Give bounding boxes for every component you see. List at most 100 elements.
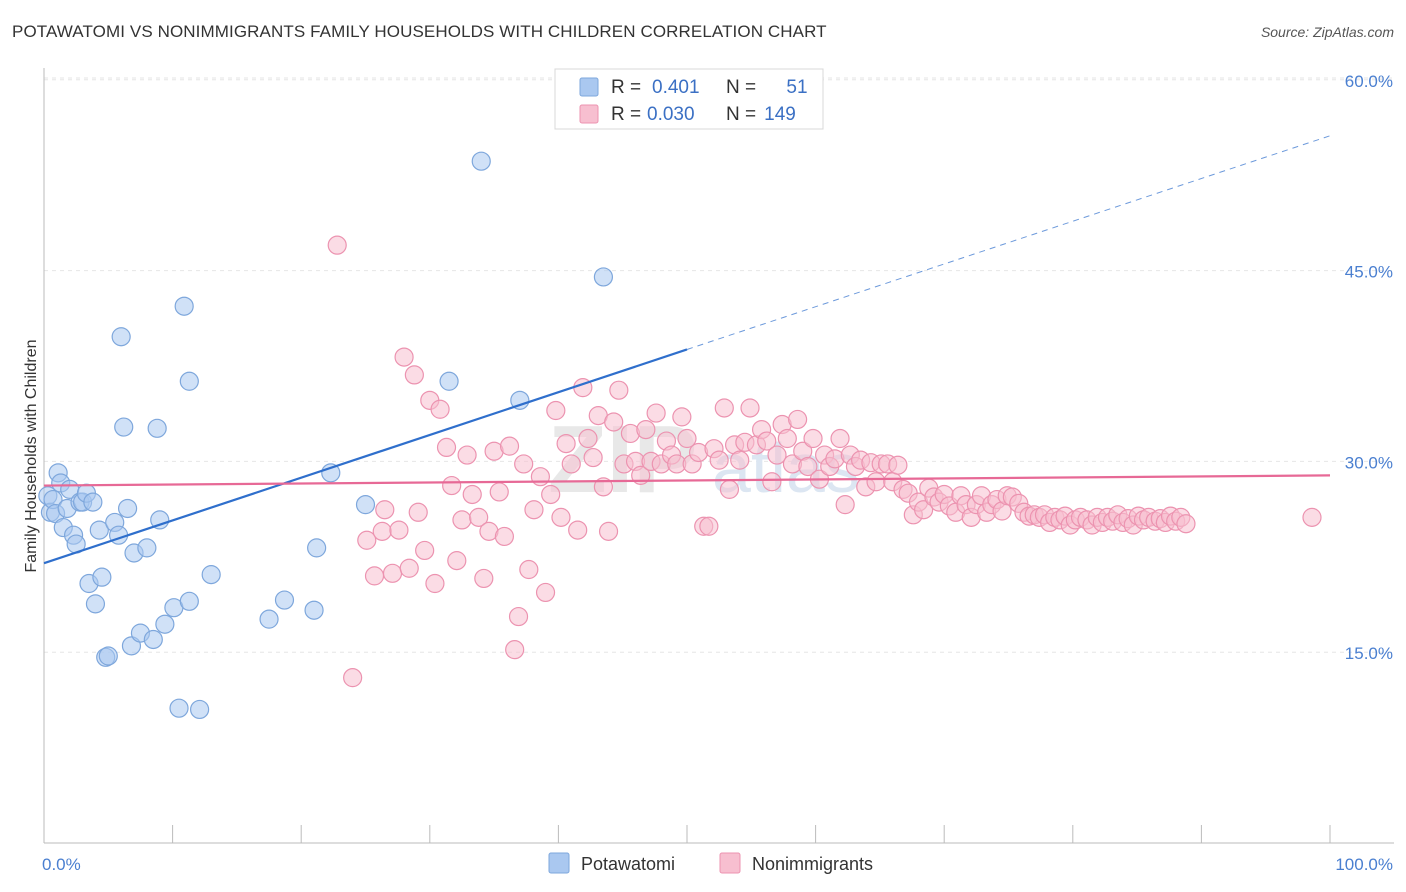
potawatomi-point-29 bbox=[137, 538, 157, 558]
nonimmigrants-point-34 bbox=[530, 467, 550, 487]
potawatomi-point-47 bbox=[439, 371, 459, 391]
nonimmigrants-point-31 bbox=[514, 454, 534, 474]
nonimmigrants-point-10 bbox=[404, 365, 424, 385]
source-credit: Source: ZipAtlas.com bbox=[1260, 24, 1394, 40]
nonimmigrants-point-33 bbox=[524, 500, 544, 520]
bottom-legend-swatch-nonimmigrants bbox=[719, 852, 741, 874]
nonimmigrants-point-12 bbox=[415, 540, 435, 561]
bottom-legend-swatch-potawatomi bbox=[548, 852, 570, 874]
nonimmigrants-point-85 bbox=[798, 456, 818, 477]
nonimmigrants-point-68 bbox=[709, 450, 729, 470]
legend-r-value-potawatomi: 0.401 bbox=[652, 77, 700, 98]
potawatomi-point-40 bbox=[201, 565, 221, 585]
nonimmigrants-point-15 bbox=[430, 399, 450, 419]
legend-r-label: R = bbox=[611, 77, 641, 98]
legend-swatch-nonimmigrants bbox=[579, 104, 599, 124]
y-axis-label: Family Households with Children bbox=[23, 340, 40, 573]
potawatomi-point-30 bbox=[143, 629, 163, 650]
nonimmigrants-point-70 bbox=[719, 479, 740, 499]
nonimmigrants-point-0 bbox=[327, 235, 347, 255]
nonimmigrants-point-48 bbox=[604, 412, 624, 432]
nonimmigrants-point-1 bbox=[343, 668, 363, 688]
potawatomi-point-24 bbox=[114, 417, 134, 437]
nonimmigrants-point-6 bbox=[382, 563, 403, 583]
grid-lines bbox=[44, 77, 1394, 653]
nonimmigrants-point-158 bbox=[1302, 507, 1322, 527]
nonimmigrants-point-32 bbox=[519, 559, 539, 580]
nonimmigrants-point-19 bbox=[452, 510, 472, 530]
nonimmigrants-point-91 bbox=[830, 428, 850, 449]
legend-r-value-nonimmigrants: 0.030 bbox=[647, 104, 695, 125]
potawatomi-point-25 bbox=[117, 498, 138, 519]
chart-title: POTAWATOMI VS NONIMMIGRANTS FAMILY HOUSE… bbox=[12, 22, 827, 41]
nonimmigrants-point-36 bbox=[541, 484, 561, 505]
y-tick-label-3: 60.0% bbox=[1345, 72, 1393, 91]
bottom-legend: Potawatomi Nonimmigrants bbox=[548, 852, 873, 874]
potawatomi-point-50 bbox=[593, 267, 614, 287]
nonimmigrants-point-77 bbox=[757, 431, 777, 451]
nonimmigrants-point-35 bbox=[535, 582, 556, 603]
potawatomi-point-42 bbox=[274, 590, 295, 610]
legend-frame bbox=[554, 68, 824, 130]
nonimmigrants-point-102 bbox=[888, 455, 908, 475]
nonimmigrants-point-18 bbox=[447, 551, 467, 571]
nonimmigrants-point-11 bbox=[408, 502, 428, 522]
nonimmigrants-point-54 bbox=[636, 420, 656, 440]
nonimmigrants-point-23 bbox=[474, 568, 494, 589]
nonimmigrants-point-66 bbox=[699, 516, 719, 536]
x-tick-label-1: 100.0% bbox=[1335, 855, 1393, 874]
nonimmigrants-point-78 bbox=[762, 472, 782, 492]
potawatomi-point-23 bbox=[111, 327, 131, 347]
nonimmigrants-point-8 bbox=[394, 347, 414, 367]
potawatomi-point-17 bbox=[89, 520, 109, 540]
potawatomi-point-39 bbox=[190, 699, 210, 720]
x-tick-labels: 0.0% 100.0% bbox=[42, 855, 1393, 874]
bottom-legend-label-potawatomi: Potawatomi bbox=[581, 854, 675, 874]
nonimmigrants-point-4 bbox=[372, 521, 392, 541]
potawatomi-point-33 bbox=[155, 614, 175, 634]
nonimmigrants-point-30 bbox=[508, 606, 529, 627]
legend-n-value-nonimmigrants: 149 bbox=[764, 104, 796, 125]
nonimmigrants-point-38 bbox=[551, 507, 571, 527]
nonimmigrants-point-44 bbox=[583, 447, 603, 468]
legend-n-label: N = bbox=[726, 77, 756, 98]
nonimmigrants-point-43 bbox=[578, 428, 598, 449]
nonimmigrants-point-86 bbox=[803, 428, 823, 449]
y-tick-labels: 15.0% 30.0% 45.0% 60.0% bbox=[1345, 72, 1393, 663]
legend-r-label: R = bbox=[611, 104, 641, 125]
nonimmigrants-point-79 bbox=[767, 445, 787, 465]
nonimmigrants-point-28 bbox=[499, 436, 520, 456]
potawatomi-point-18 bbox=[92, 567, 112, 587]
potawatomi-point-36 bbox=[169, 698, 189, 718]
nonimmigrants-point-56 bbox=[646, 403, 666, 423]
nonimmigrants-point-37 bbox=[546, 400, 566, 421]
potawatomi-point-38 bbox=[179, 371, 199, 391]
nonimmigrants-point-72 bbox=[730, 450, 750, 470]
potawatomi-trend-extension bbox=[686, 135, 1331, 350]
potawatomi-trend-line bbox=[43, 348, 688, 565]
nonimmigrants-points bbox=[327, 235, 1322, 688]
nonimmigrants-point-5 bbox=[375, 500, 395, 520]
nonimmigrants-point-16 bbox=[436, 437, 457, 458]
potawatomi-point-46 bbox=[355, 495, 376, 515]
nonimmigrants-point-92 bbox=[835, 495, 855, 515]
nonimmigrants-point-14 bbox=[425, 573, 445, 594]
potawatomi-point-35 bbox=[174, 296, 194, 316]
legend: R = 0.401 N = 51 R = 0.030 N = 149 bbox=[554, 68, 824, 130]
potawatomi-point-49 bbox=[510, 390, 530, 410]
potawatomi-point-15 bbox=[83, 492, 103, 512]
potawatomi-point-31 bbox=[147, 418, 167, 438]
nonimmigrants-point-2 bbox=[357, 530, 377, 550]
nonimmigrants-point-27 bbox=[494, 526, 514, 547]
nonimmigrants-point-9 bbox=[399, 558, 419, 578]
y-tick-label-0: 15.0% bbox=[1345, 644, 1393, 663]
nonimmigrants-point-20 bbox=[457, 445, 477, 465]
nonimmigrants-point-83 bbox=[787, 409, 808, 430]
nonimmigrants-point-49 bbox=[609, 380, 629, 400]
nonimmigrants-point-46 bbox=[593, 477, 614, 497]
nonimmigrants-point-29 bbox=[505, 640, 525, 660]
nonimmigrants-point-17 bbox=[442, 475, 462, 496]
potawatomi-point-20 bbox=[98, 646, 118, 666]
axes bbox=[43, 68, 1394, 844]
